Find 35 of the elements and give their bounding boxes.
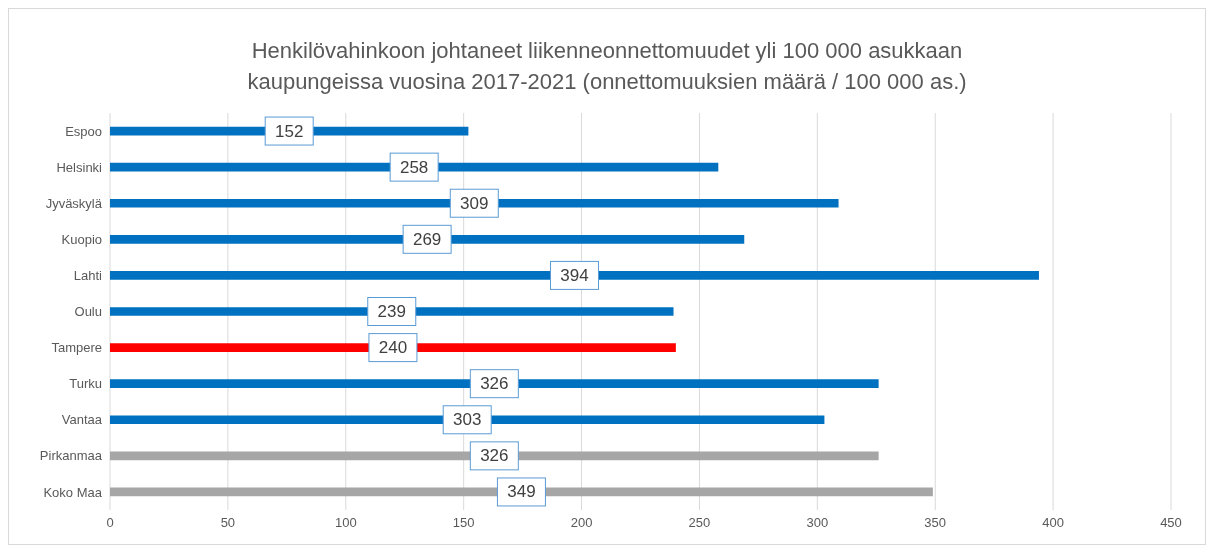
x-tick-label: 400 xyxy=(1042,515,1064,531)
data-label: 303 xyxy=(453,410,482,430)
y-tick-label: Kuopio xyxy=(61,231,102,247)
chart-title: Henkilövahinkoon johtaneet liikenneonnettomuudet yli 100 000 asukkaan kaupungeissa vuosina 2017-2021 (onnettomuuksien määrä / 100 000 as.) xyxy=(246,37,968,96)
y-tick-label: Tampere xyxy=(51,340,102,356)
y-tick-label: Lahti xyxy=(73,268,103,284)
data-label: 326 xyxy=(480,374,509,394)
y-tick-label: Oulu xyxy=(74,304,102,320)
data-label: 239 xyxy=(377,302,406,321)
y-tick-label: Vantaa xyxy=(61,412,103,428)
data-label: 258 xyxy=(399,157,429,177)
x-tick-label: 250 xyxy=(688,515,711,531)
data-label: 394 xyxy=(560,265,589,285)
y-tick-label: Pirkanmaa xyxy=(39,448,103,464)
bar xyxy=(110,343,676,352)
x-tick-label: 450 xyxy=(1160,515,1182,531)
x-tick-label: 100 xyxy=(334,515,357,531)
y-tick-label: Espoo xyxy=(65,123,102,139)
data-label: 309 xyxy=(460,193,489,213)
x-tick-label: 0 xyxy=(106,515,114,531)
y-tick-label: Koko Maa xyxy=(43,484,103,500)
y-tick-label: Turku xyxy=(69,376,102,392)
y-tick-label: Jyväskylä xyxy=(45,195,103,211)
data-label: 240 xyxy=(378,338,408,358)
data-label: 349 xyxy=(507,482,536,502)
bar xyxy=(110,271,1039,280)
data-label: 269 xyxy=(412,229,442,249)
x-tick-label: 350 xyxy=(924,515,947,531)
data-label: 326 xyxy=(480,446,509,466)
x-tick-label: 300 xyxy=(806,515,829,531)
data-label: 152 xyxy=(275,121,304,141)
x-tick-label: 150 xyxy=(452,515,475,531)
y-tick-label: Helsinki xyxy=(56,159,103,175)
x-tick-label: 50 xyxy=(220,515,236,531)
x-tick-label: 200 xyxy=(570,515,593,531)
